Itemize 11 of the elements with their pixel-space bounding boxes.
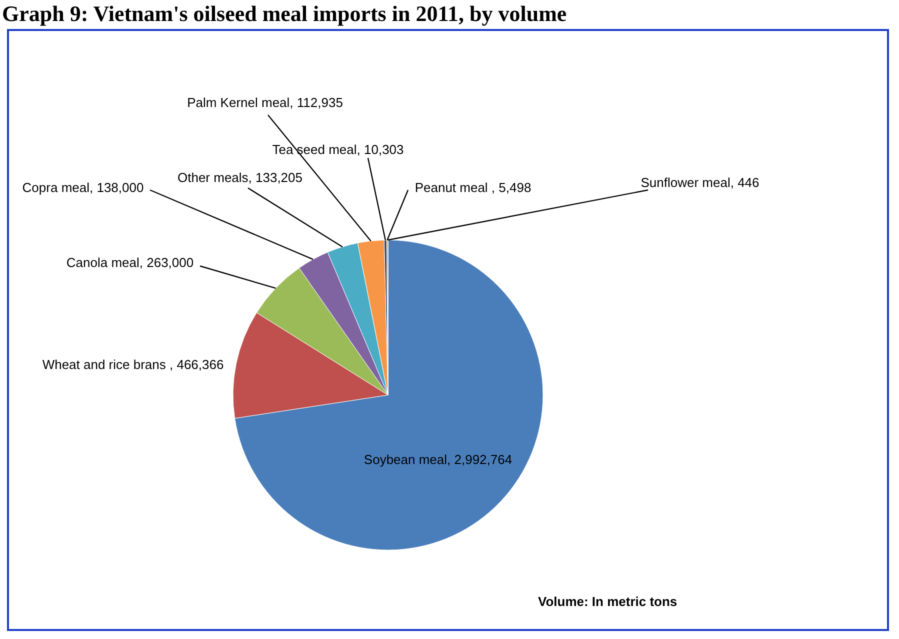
slice-label: Canola meal, 263,000 <box>66 255 194 270</box>
slice-label: Other meals, 133,205 <box>177 170 303 185</box>
slice-label: Tea seed meal, 10,303 <box>272 142 404 157</box>
slice-label: Copra meal, 138,000 <box>22 180 144 195</box>
slice-label: Wheat and rice brans , 466,366 <box>42 357 224 372</box>
chart-title: Graph 9: Vietnam's oilseed meal imports in 2011, by volume <box>2 1 567 26</box>
slice-label: Palm Kernel meal, 112,935 <box>187 95 343 110</box>
slice-label: Peanut meal , 5,498 <box>414 180 532 195</box>
text: Volume: In metric tons <box>538 594 678 609</box>
slice-label: Sunflower meal, 446 <box>640 175 760 190</box>
slice-label: Soybean meal, 2,992,764 <box>364 452 512 467</box>
